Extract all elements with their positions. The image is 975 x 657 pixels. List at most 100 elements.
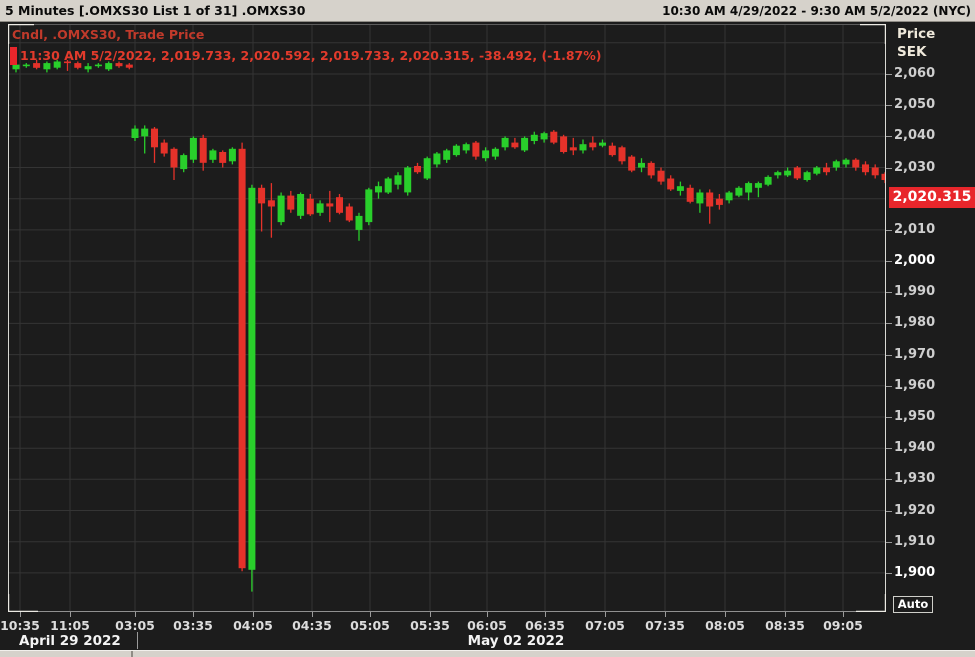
candle [491,148,499,157]
chart-time-range: 10:30 AM 4/29/2022 - 9:30 AM 5/2/2022 (N… [662,4,971,18]
candle [84,66,92,70]
y-axis-tick [886,479,892,480]
candle [105,63,113,70]
x-tick-label: 05:05 [350,618,390,633]
candle [560,136,568,152]
plot-border [8,24,886,612]
candle [12,64,20,70]
y-tick-label: 2,010 [894,222,936,237]
candle [414,166,421,173]
x-axis-tick [370,612,371,617]
window-bottom-bar [0,650,975,657]
candle [676,186,684,191]
y-tick-label: 1,940 [894,440,936,455]
candle [472,142,480,157]
candle [686,187,694,202]
legend-ohlc-readout: 11:30 AM 5/2/2022, 2,019.733, 2,020.592,… [20,48,602,63]
x-tick-label: 05:35 [410,618,450,633]
candle [482,150,490,159]
y-tick-label: 2,060 [894,66,936,81]
x-tick-label: 08:05 [705,618,745,633]
candle [64,61,71,64]
window-titlebar: 5 Minutes [.OMXS30 List 1 of 31] .OMXS30… [0,0,975,22]
x-tick-label: 06:05 [467,618,507,633]
y-tick-label: 2,040 [894,128,936,143]
y-tick-label: 1,950 [894,409,936,424]
candle [219,152,227,163]
candle [115,63,123,67]
candle [326,203,334,207]
candle [706,192,714,207]
candle [715,198,723,205]
y-axis-title-price: Price [897,26,936,42]
candle [774,172,782,176]
y-axis-tick [886,323,892,324]
candle [764,176,772,185]
x-axis-tick [785,612,786,617]
y-axis-tick [886,417,892,418]
candle [170,148,178,168]
candle [248,187,256,570]
auto-scale-button[interactable]: Auto [893,596,933,613]
x-axis-tick [487,612,488,617]
candle [735,187,743,196]
candle [832,161,840,168]
candle [199,137,207,163]
x-tick-label: 09:05 [823,618,863,633]
x-axis-tick [605,612,606,617]
candle [43,63,51,70]
candle [881,173,886,180]
x-axis-tick [20,612,21,617]
candle [365,189,373,223]
y-tick-label: 1,980 [894,315,936,330]
y-axis-tick [886,136,892,137]
candle [277,195,285,223]
candlestick-plot[interactable] [8,24,886,612]
candle [180,155,188,170]
x-tick-label: 11:05 [50,618,90,633]
candle [696,192,704,204]
candle [608,145,616,156]
candle [53,61,61,68]
candle [784,170,792,176]
y-axis-tick [886,230,892,231]
y-tick-label: 1,910 [894,534,936,549]
x-tick-label: 04:35 [292,618,332,633]
x-axis-date-may: May 02 2022 [467,633,565,649]
y-tick-label: 1,970 [894,347,936,362]
x-axis-tick [843,612,844,617]
candle [852,159,860,168]
candle [530,134,538,141]
candle [384,178,392,193]
candle [160,142,168,154]
y-axis-tick [886,386,892,387]
y-tick-label: 2,030 [894,160,936,175]
y-axis-tick [886,448,892,449]
legend-color-marker [10,47,17,65]
x-tick-label: 07:05 [585,618,625,633]
x-tick-label: 04:05 [233,618,273,633]
chart-title: 5 Minutes [.OMXS30 List 1 of 31] .OMXS30 [5,3,306,18]
candle [725,192,733,201]
y-axis-tick [886,573,892,574]
y-tick-label: 1,960 [894,378,936,393]
candle [618,147,626,162]
candle [423,158,431,179]
candle [336,197,343,213]
candle [433,153,441,165]
bottom-bar-divider [131,651,133,657]
candle [345,206,353,221]
candle [258,187,266,204]
x-axis-tick [193,612,194,617]
candle [589,142,597,148]
x-axis-tick [70,612,71,617]
candle [540,133,548,140]
candle [599,142,606,146]
y-tick-label: 2,000 [894,253,936,268]
candle [862,164,869,173]
y-axis-title-currency: SEK [897,44,927,60]
candle [209,150,217,160]
candle [287,195,295,210]
chart-area: Cndl, .OMXS30, Trade Price 11:30 AM 5/2/… [0,22,975,650]
